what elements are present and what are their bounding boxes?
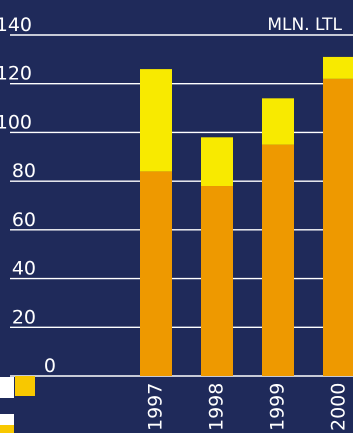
unit-label: MLN. LTL [267, 15, 342, 35]
bar-segment [201, 186, 233, 376]
y-tick-label: 100 [0, 111, 32, 133]
legend-swatch [0, 425, 14, 433]
bar-segment [140, 171, 172, 376]
x-tick-label: 1999 [267, 383, 289, 431]
grid-lines [10, 34, 353, 377]
y-tick-label: 60 [12, 209, 36, 231]
bar-segment [262, 144, 294, 376]
y-tick-label: 80 [12, 160, 36, 182]
y-tick-label: 40 [12, 258, 36, 280]
swatch-gap [0, 398, 14, 414]
y-tick-label: 20 [12, 306, 36, 328]
y-tick-label: 0 [44, 355, 56, 377]
bar-segment [140, 69, 172, 172]
bar-segment [201, 137, 233, 187]
x-tick-label: 2000 [328, 383, 350, 431]
labels: 0 20 40 60 80 100 120 140 1997 1998 1999 2000 [0, 14, 350, 431]
x-tick-label: 1998 [206, 383, 228, 431]
bar-segment [323, 78, 353, 376]
bar-segment [323, 56, 353, 79]
bars [140, 56, 353, 376]
legend-swatches [0, 376, 35, 433]
y-tick-label: 120 [0, 63, 32, 85]
bar-segment [262, 98, 294, 145]
y-tick-label: 140 [0, 14, 32, 36]
legend-swatch [15, 376, 35, 396]
x-tick-label: 1997 [145, 383, 167, 431]
